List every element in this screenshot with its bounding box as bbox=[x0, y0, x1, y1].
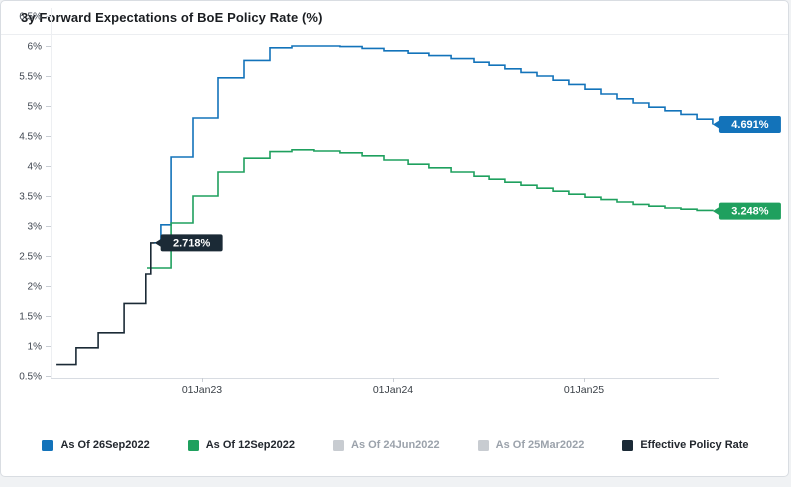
y-tick-label: 6.5% bbox=[19, 12, 42, 23]
legend-swatch-icon bbox=[477, 439, 489, 451]
y-tick-label: 3% bbox=[28, 222, 43, 233]
value-badge-2.718%: 2.718% bbox=[154, 234, 223, 252]
legend-label: As Of 24Jun2022 bbox=[351, 439, 440, 451]
legend-item-as-of-25mar2022[interactable]: As Of 25Mar2022 bbox=[477, 439, 585, 451]
series-line-effective-policy-rate[interactable] bbox=[56, 242, 155, 366]
y-tick-label: 2.5% bbox=[19, 252, 42, 263]
legend-swatch-icon bbox=[333, 439, 344, 451]
legend-item-as-of-12sep2022[interactable]: As Of 12Sep2022 bbox=[187, 439, 295, 451]
x-tick-label: 01Jan25 bbox=[564, 384, 604, 396]
legend-item-as-of-24jun2022[interactable]: As Of 24Jun2022 bbox=[333, 439, 440, 451]
y-tick-label: 1% bbox=[28, 342, 43, 353]
badge-rect bbox=[718, 202, 781, 220]
y-tick-label: 5% bbox=[28, 102, 43, 113]
legend-label: As Of 26Sep2022 bbox=[60, 439, 150, 451]
y-tick-label: 5.5% bbox=[19, 72, 42, 83]
legend-swatch-icon bbox=[42, 439, 54, 451]
badge-value: 2.718% bbox=[173, 237, 211, 249]
x-tick-label: 01Jan24 bbox=[373, 384, 413, 396]
y-tick-label: 0.5% bbox=[19, 372, 42, 383]
legend-label: As Of 25Mar2022 bbox=[495, 439, 585, 451]
value-badge-4.691%: 4.691% bbox=[712, 116, 781, 134]
legend-item-as-of-26sep2022[interactable]: As Of 26Sep2022 bbox=[42, 439, 150, 451]
legend-item-effective-policy-rate[interactable]: Effective Policy Rate bbox=[622, 439, 749, 451]
x-tick-label: 01Jan23 bbox=[182, 384, 222, 396]
badge-value: 4.691% bbox=[731, 119, 769, 131]
legend-label: As Of 12Sep2022 bbox=[205, 439, 295, 451]
y-tick-label: 3.5% bbox=[19, 192, 42, 203]
badge-rect bbox=[718, 116, 781, 134]
y-tick-label: 4% bbox=[28, 162, 43, 173]
badge-rect bbox=[160, 234, 223, 252]
y-tick-label: 2% bbox=[28, 282, 43, 293]
value-badge-3.248%: 3.248% bbox=[712, 202, 781, 220]
chart-title: 3y Forward Expectations of BoE Policy Ra… bbox=[1, 1, 788, 35]
y-tick-label: 4.5% bbox=[19, 132, 42, 143]
legend-swatch-icon bbox=[622, 439, 634, 451]
series-line-as-of-12sep2022[interactable] bbox=[147, 149, 714, 269]
policy-rate-chart: 0.5% 1% 1.5% 2% 2.5% 3% 3.5% 4% 4.5% 5% 5.5% 6% 6.5%… bbox=[19, 8, 781, 396]
y-tick-label: 1.5% bbox=[19, 312, 42, 323]
y-tick-label: 6% bbox=[28, 42, 43, 53]
legend-swatch-icon bbox=[187, 439, 199, 451]
chart-legend: As Of 26Sep2022 As Of 12Sep2022 As Of 24Ju… bbox=[1, 439, 790, 451]
badge-value: 3.248% bbox=[731, 206, 769, 218]
legend-label: Effective Policy Rate bbox=[640, 439, 749, 451]
chart-card: 3y Forward Expectations of BoE Policy Ra… bbox=[0, 0, 789, 477]
series-line-as-of-26sep2022[interactable] bbox=[154, 45, 714, 244]
